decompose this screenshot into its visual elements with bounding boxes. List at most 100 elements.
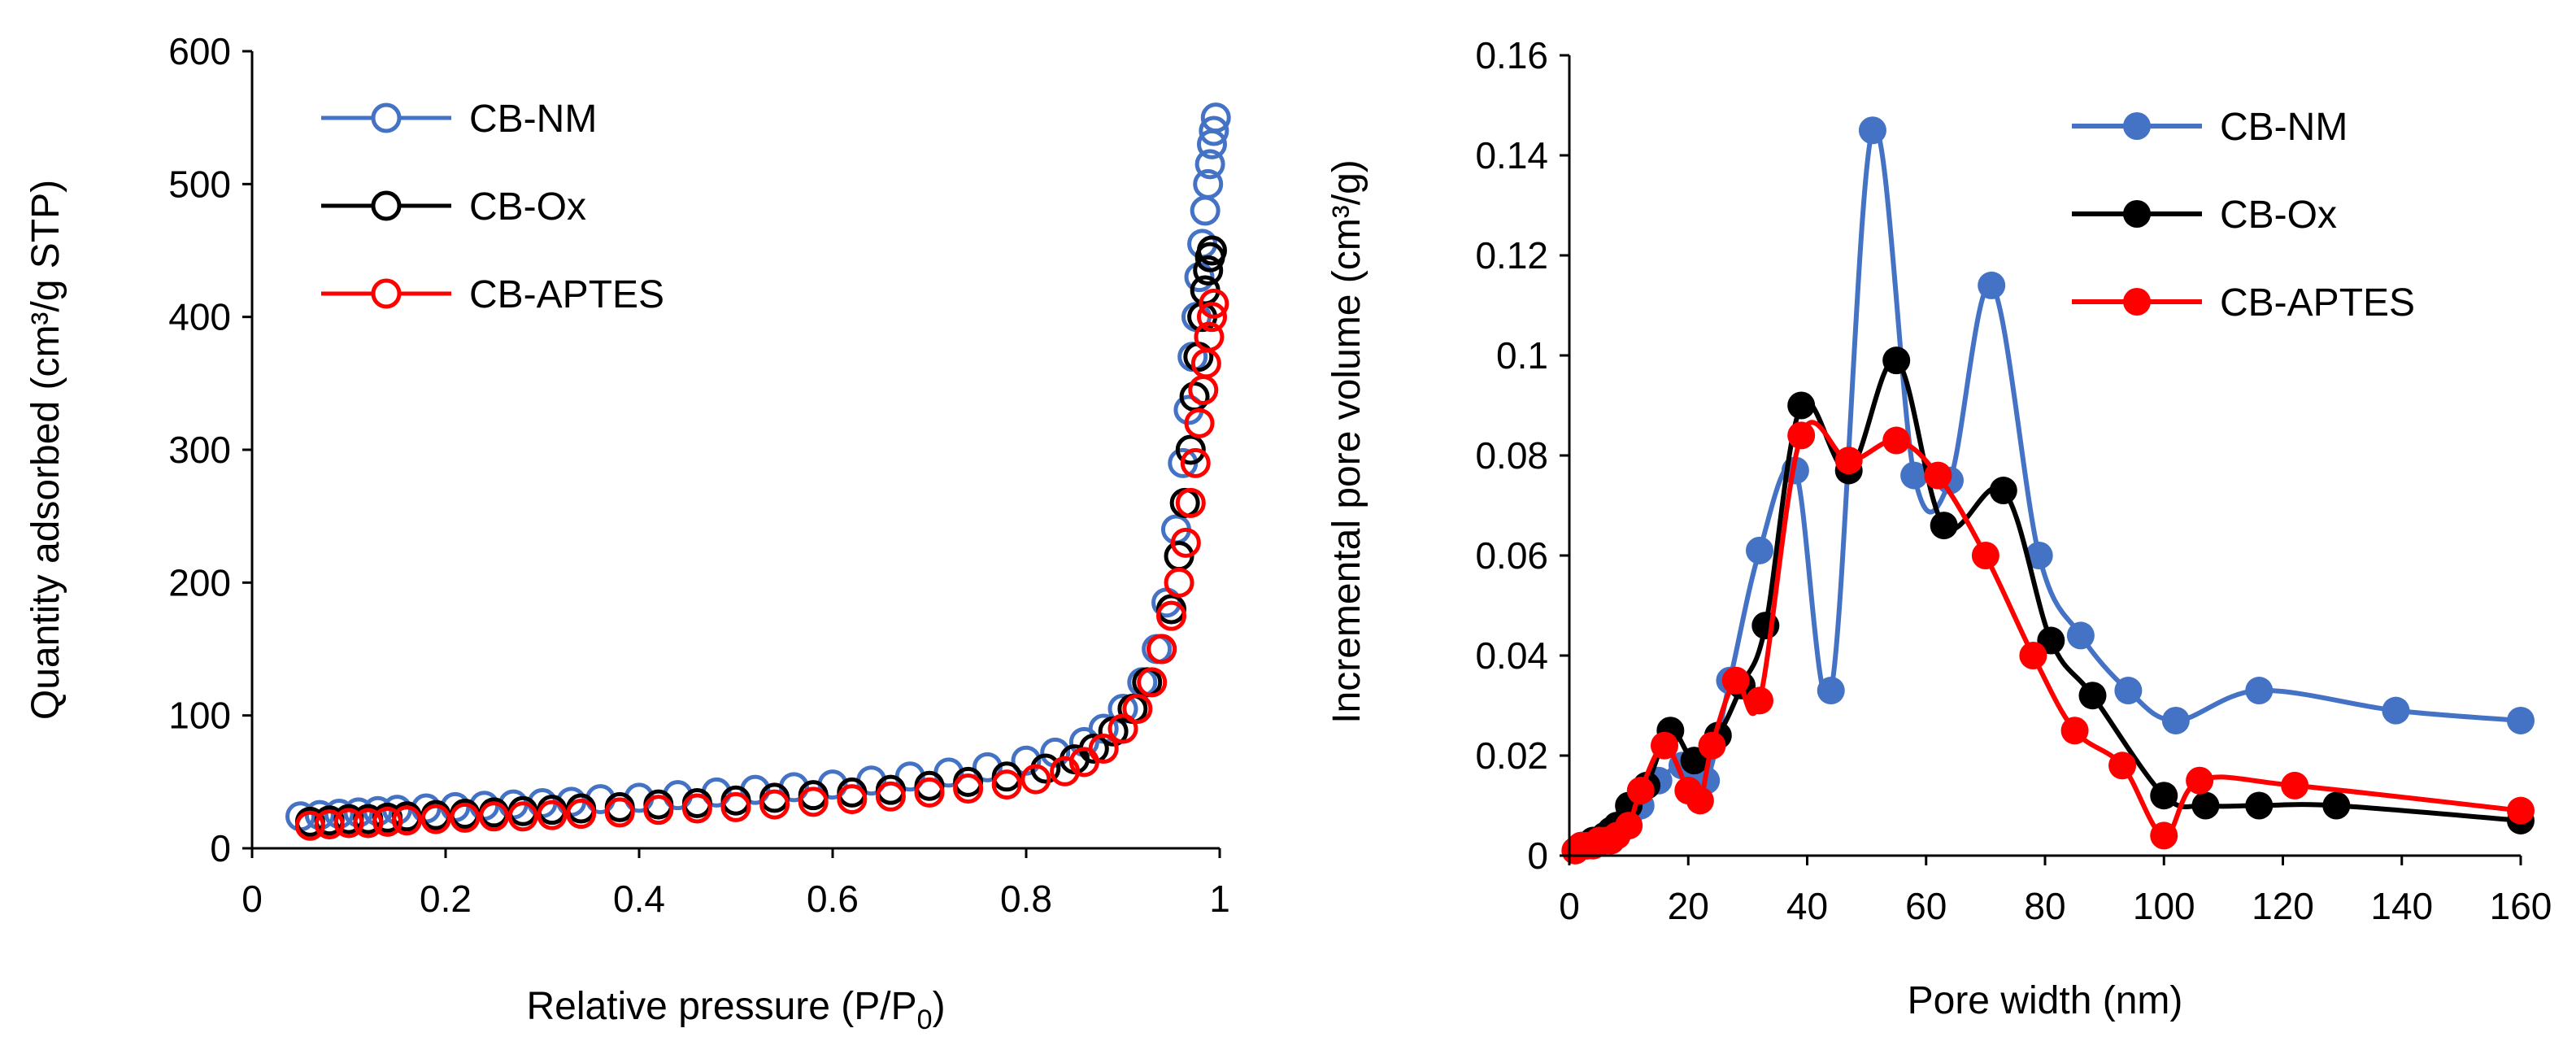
isotherm-data-point bbox=[372, 806, 403, 837]
pore-size-data-point bbox=[2507, 796, 2535, 825]
isotherm-data-point bbox=[837, 784, 868, 815]
pore-size-legend: CB-NM CB-Ox CB-APTES bbox=[2072, 106, 2415, 325]
isotherm-legend: CB-NM CB-Ox CB-APTES bbox=[321, 98, 664, 316]
pore-size-data-point bbox=[1989, 477, 2017, 505]
isotherm-x-tick-label: 0.2 bbox=[420, 878, 472, 920]
isotherm-legend-marker bbox=[371, 190, 402, 221]
pore-size-data-point bbox=[2066, 621, 2095, 650]
isotherm-data-point bbox=[314, 809, 345, 840]
pore-size-data-point bbox=[2281, 771, 2309, 799]
pore-size-ticks: 0 0.02 0.04 0.06 0.08 0.1 0.12 0.14 0.16 0 20 40 60 8… bbox=[1475, 34, 2552, 927]
isotherm-data-point bbox=[566, 799, 597, 830]
isotherm-legend-item-cb-ox: CB-Ox bbox=[321, 185, 586, 229]
pore-size-data-point bbox=[1615, 812, 1643, 840]
isotherm-x-tick-label: 0.4 bbox=[613, 878, 665, 920]
pore-size-x-tick-label: 160 bbox=[2490, 885, 2552, 927]
pore-size-legend-marker bbox=[2123, 288, 2151, 316]
pore-size-legend-label: CB-NM bbox=[2220, 106, 2348, 149]
pore-size-x-axis-title: Pore width (nm) bbox=[1908, 979, 2183, 1022]
pore-size-legend-marker bbox=[2123, 200, 2151, 228]
isotherm-data-point bbox=[1122, 694, 1153, 724]
isotherm-y-tick-label: 400 bbox=[168, 296, 231, 338]
pore-size-data-point bbox=[1978, 271, 2006, 299]
pore-size-legend-label: CB-Ox bbox=[2220, 194, 2337, 237]
pore-size-data-point bbox=[2114, 677, 2143, 705]
pore-size-data-point bbox=[2078, 682, 2107, 710]
pore-size-data-point bbox=[1858, 116, 1886, 145]
pore-size-data-point bbox=[1971, 542, 1999, 569]
isotherm-legend-label: CB-Ox bbox=[469, 185, 586, 229]
pore-size-data-point bbox=[2060, 717, 2089, 745]
isotherm-data-point bbox=[720, 791, 751, 822]
isotherm-series-cb-aptes bbox=[294, 288, 1229, 841]
isotherm-y-axis-title: Quantity adsorbed (cm³/g STP) bbox=[24, 180, 67, 720]
pore-size-y-tick-label: 0.08 bbox=[1475, 434, 1548, 477]
pore-size-data-point bbox=[1626, 777, 1655, 805]
isotherm-x-tick-label: 0 bbox=[242, 878, 263, 920]
pore-size-y-tick-label: 0.12 bbox=[1475, 234, 1548, 277]
isotherm-x-tick-label: 1 bbox=[1209, 878, 1230, 920]
pore-size-series-line bbox=[1581, 357, 2522, 849]
pore-size-data-point bbox=[1900, 461, 1929, 490]
isotherm-y-tick-label: 200 bbox=[168, 561, 231, 603]
isotherm-y-tick-label: 100 bbox=[168, 695, 231, 737]
isotherm-data-point bbox=[1107, 713, 1138, 744]
isotherm-ticks: 0 100 200 300 400 500 600 0 0.2 0.4 0.6 0.8 1 bbox=[168, 30, 1230, 920]
isotherm-data-point bbox=[914, 777, 945, 808]
isotherm-data-point bbox=[953, 773, 984, 804]
isotherm-legend-marker bbox=[371, 278, 402, 309]
pore-size-y-tick-label: 0 bbox=[1527, 834, 1548, 877]
pore-size-data-point bbox=[2186, 766, 2214, 795]
pore-size-x-tick-label: 20 bbox=[1668, 885, 1709, 927]
isotherm-legend-label: CB-NM bbox=[469, 98, 597, 141]
isotherm-data-point bbox=[353, 808, 384, 839]
isotherm-data-point bbox=[1137, 667, 1168, 698]
isotherm-data-point bbox=[991, 769, 1022, 800]
isotherm-data-point bbox=[1175, 487, 1206, 518]
pore-size-data-point bbox=[2108, 752, 2137, 780]
isotherm-legend-item-cb-aptes: CB-APTES bbox=[321, 273, 664, 316]
pore-size-data-point bbox=[2507, 706, 2535, 734]
isotherm-legend-marker bbox=[371, 102, 402, 133]
pore-size-data-point bbox=[1882, 346, 1911, 375]
isotherm-data-point bbox=[1170, 527, 1201, 558]
pore-size-y-tick-label: 0.02 bbox=[1475, 734, 1548, 777]
pore-size-legend-item-cb-aptes: CB-APTES bbox=[2072, 281, 2415, 325]
isotherm-data-point bbox=[1196, 235, 1227, 266]
pore-size-data-point bbox=[1787, 421, 1816, 450]
isotherm-data-point bbox=[537, 799, 568, 830]
pore-size-y-tick-label: 0.1 bbox=[1496, 334, 1548, 377]
pore-size-data-point bbox=[1651, 731, 1678, 760]
pore-size-y-axis-title: Incremental pore volume (cm³/g) bbox=[1325, 159, 1368, 724]
isotherm-data-point bbox=[420, 804, 451, 834]
pore-size-y-tick-label: 0.16 bbox=[1475, 34, 1548, 76]
pore-size-data-point bbox=[1882, 426, 1911, 455]
isotherm-data-point bbox=[604, 797, 635, 828]
pore-size-chart: 0 0.02 0.04 0.06 0.08 0.1 0.12 0.14 0.16 0 20 40 60 8… bbox=[1325, 34, 2552, 1022]
isotherm-series-cb-nm bbox=[285, 102, 1231, 832]
isotherm-y-tick-label: 600 bbox=[168, 30, 231, 72]
pore-size-data-point bbox=[1721, 666, 1750, 695]
isotherm-y-tick-label: 500 bbox=[168, 163, 231, 205]
pore-size-x-tick-label: 60 bbox=[1905, 885, 1947, 927]
pore-size-data-point bbox=[1787, 391, 1816, 420]
isotherm-data-point bbox=[1175, 434, 1206, 465]
pore-size-data-point bbox=[1746, 686, 1773, 715]
pore-size-data-point bbox=[2245, 791, 2274, 820]
pore-size-x-tick-label: 0 bbox=[1559, 885, 1580, 927]
pore-size-data-point bbox=[1698, 731, 1726, 760]
isotherm-data-point bbox=[1193, 255, 1224, 285]
pore-size-legend-item-cb-nm: CB-NM bbox=[2072, 106, 2348, 149]
isotherm-data-point bbox=[1199, 288, 1229, 319]
pore-size-y-tick-label: 0.06 bbox=[1475, 534, 1548, 577]
isotherm-data-point bbox=[450, 802, 481, 833]
isotherm-data-point bbox=[1184, 407, 1215, 438]
pore-size-data-point bbox=[2019, 642, 2047, 669]
isotherm-data-point bbox=[681, 793, 712, 824]
isotherm-data-point bbox=[1190, 195, 1221, 226]
isotherm-data-point bbox=[643, 795, 674, 826]
pore-size-data-point bbox=[1817, 677, 1845, 705]
isotherm-data-point bbox=[391, 805, 422, 836]
isotherm-data-point bbox=[798, 786, 829, 817]
isotherm-x-axis-title: Relative pressure (P/P0) bbox=[526, 985, 945, 1035]
